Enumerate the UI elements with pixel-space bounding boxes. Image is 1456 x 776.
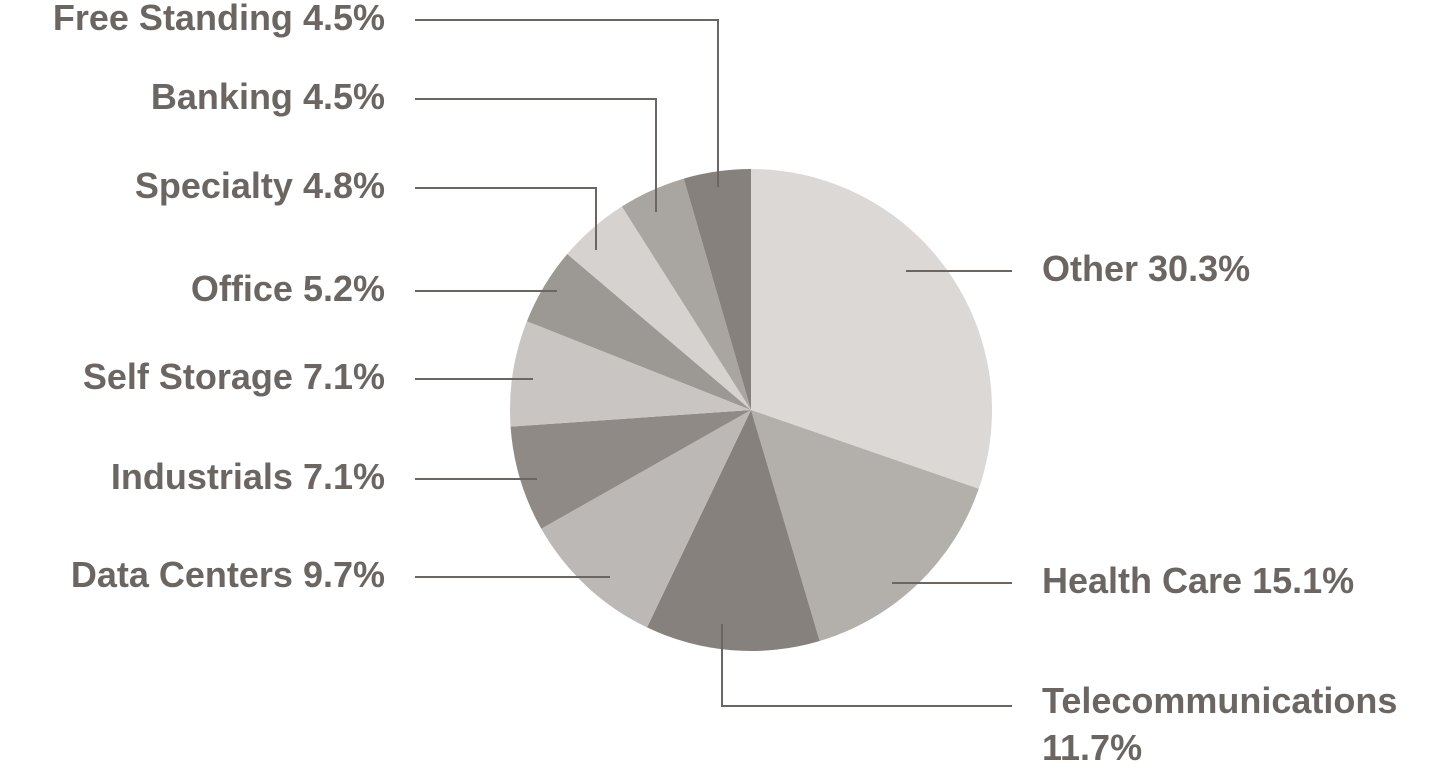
category-label: Health Care [1042, 560, 1242, 601]
category-label: Telecommunications [1042, 680, 1397, 721]
category-label: Banking [151, 76, 293, 117]
category-label: Office [191, 268, 293, 309]
pie-slice [683, 169, 751, 410]
pie-slice [751, 410, 979, 642]
slice-label: Office 5.2% [191, 268, 385, 309]
category-label: Self Storage [83, 356, 293, 397]
slice-label: Free Standing 4.5% [53, 0, 385, 38]
slice-label: Telecommunications 11.7% [1042, 680, 1397, 768]
category-label: Specialty [135, 165, 293, 206]
value-label: 9.7% [303, 554, 385, 595]
category-label: Free Standing [53, 0, 293, 38]
value-label: 15.1% [1252, 560, 1354, 601]
value-label: 7.1% [303, 456, 385, 497]
leader-line [721, 624, 1012, 707]
category-label: Data Centers [71, 554, 293, 595]
pie-slice [621, 178, 751, 410]
value-label: 7.1% [303, 356, 385, 397]
pie-slice [647, 410, 820, 651]
slice-label: Industrials 7.1% [111, 456, 385, 497]
slice-label: Health Care 15.1% [1042, 560, 1354, 601]
value-label: 5.2% [303, 268, 385, 309]
category-label: Other [1042, 248, 1138, 289]
value-label: 11.7% [1042, 727, 1142, 768]
pie-slice [526, 254, 751, 410]
leader-line [415, 98, 657, 212]
leader-line [415, 187, 597, 250]
pie-slice [567, 206, 751, 410]
pie-slice [751, 169, 992, 489]
value-label: 30.3% [1148, 248, 1250, 289]
pie-slice [510, 410, 751, 529]
value-label: 4.5% [303, 0, 385, 38]
slice-label: Other 30.3% [1042, 248, 1250, 289]
leader-line [415, 19, 719, 187]
slice-label: Self Storage 7.1% [83, 356, 385, 397]
pie-slice [510, 321, 751, 427]
slice-label: Data Centers 9.7% [71, 554, 385, 595]
slice-label: Banking 4.5% [151, 76, 385, 117]
pie-slice [541, 410, 751, 628]
category-label: Industrials [111, 456, 293, 497]
slice-label: Specialty 4.8% [135, 165, 385, 206]
value-label: 4.5% [303, 76, 385, 117]
value-label: 4.8% [303, 165, 385, 206]
